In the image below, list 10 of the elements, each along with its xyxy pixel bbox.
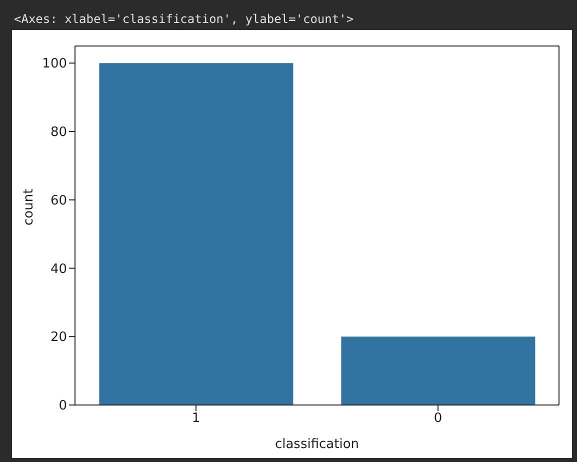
x-tick-label: 1 — [192, 411, 200, 426]
y-tick-label: 40 — [50, 262, 67, 277]
y-tick-label: 20 — [50, 330, 67, 346]
y-axis-title: count — [22, 188, 37, 226]
y-tick-label: 80 — [50, 125, 67, 140]
y-tick-label: 0 — [58, 398, 67, 414]
y-tick-label: 100 — [42, 56, 67, 72]
y-tick-label: 60 — [50, 193, 67, 208]
x-axis-title: classification — [274, 437, 360, 452]
text: <Axes: xlabel='classification', ylabel='count'> — [14, 12, 354, 26]
